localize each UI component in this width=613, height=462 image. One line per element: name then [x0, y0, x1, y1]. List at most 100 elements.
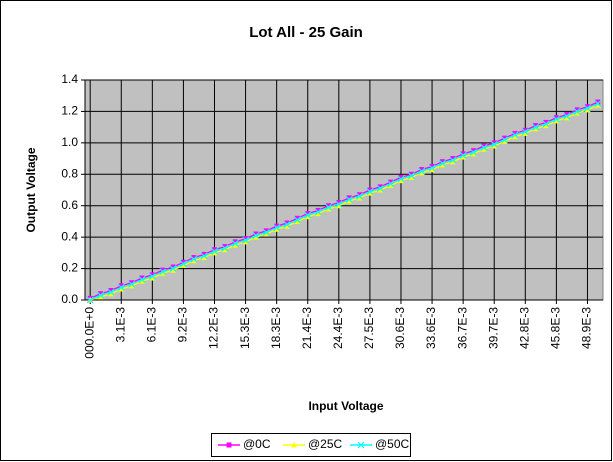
marker	[543, 119, 549, 125]
x-tick-label: 18.3E-3	[269, 307, 283, 349]
marker	[211, 249, 218, 256]
marker	[407, 172, 415, 180]
marker	[263, 231, 270, 237]
x-tick-label: 39.7E-3	[486, 307, 500, 349]
marker	[553, 115, 559, 121]
marker	[262, 229, 270, 236]
marker	[159, 270, 166, 276]
marker	[169, 265, 177, 272]
marker	[563, 112, 571, 120]
marker	[148, 273, 156, 280]
marker	[86, 296, 94, 304]
marker	[170, 264, 176, 270]
x-tick-label: 6.1E-3	[145, 307, 159, 343]
chart-title: Lot All - 25 Gain	[249, 24, 363, 41]
marker	[108, 288, 114, 294]
y-tick-label: 1.4	[61, 72, 78, 86]
marker	[346, 195, 352, 201]
marker	[253, 231, 259, 237]
y-tick-label: 0.6	[61, 198, 78, 212]
marker	[377, 187, 384, 193]
marker	[190, 255, 198, 263]
marker	[471, 148, 476, 154]
x-tick-label: 3.1E-3	[113, 307, 127, 343]
marker	[304, 213, 311, 220]
marker	[294, 215, 300, 221]
marker	[263, 228, 269, 234]
y-tick-label: 0.4	[61, 229, 78, 243]
marker	[532, 125, 539, 132]
marker	[460, 151, 466, 157]
marker	[367, 187, 373, 193]
marker	[226, 442, 232, 448]
x-tick-label: 9.2E-3	[176, 307, 190, 343]
marker	[325, 203, 332, 211]
marker	[398, 174, 404, 180]
marker	[325, 203, 331, 209]
marker	[490, 141, 498, 148]
marker	[459, 152, 467, 159]
marker	[191, 255, 197, 261]
x-axis-label: Input Voltage	[308, 399, 383, 413]
marker	[511, 133, 518, 140]
x-tick-label: 15.3E-3	[238, 307, 252, 349]
marker	[584, 104, 590, 110]
x-tick-label: 24.4E-3	[331, 307, 345, 349]
marker	[305, 211, 311, 217]
y-tick-label: 1.2	[61, 104, 78, 118]
y-tick-label: 0.0	[61, 292, 78, 306]
marker	[450, 156, 456, 162]
marker	[573, 108, 581, 115]
marker	[542, 120, 550, 128]
marker	[376, 185, 384, 192]
marker	[291, 442, 297, 448]
y-tick-label: 1.0	[61, 135, 78, 149]
marker	[521, 128, 529, 136]
marker	[242, 236, 250, 244]
x-tick-label: 45.8E-3	[549, 307, 563, 349]
marker	[335, 200, 343, 208]
marker	[366, 190, 373, 196]
x-tick-label: 42.8E-3	[517, 307, 531, 349]
marker	[252, 232, 260, 239]
x-tick-label: 21.4E-3	[300, 307, 314, 349]
marker	[252, 234, 259, 240]
marker	[418, 169, 425, 176]
marker	[574, 107, 580, 113]
marker	[242, 238, 249, 245]
marker	[180, 259, 186, 265]
x-tick-label: 000.0E+0	[82, 307, 96, 359]
marker	[397, 175, 405, 183]
y-tick-label: 0.2	[61, 261, 78, 275]
marker	[325, 205, 332, 212]
marker	[315, 207, 321, 213]
marker	[511, 131, 519, 139]
marker	[470, 148, 477, 156]
marker	[107, 290, 114, 297]
marker	[243, 236, 249, 242]
marker	[356, 194, 363, 201]
x-tick-label: 30.6E-3	[393, 307, 407, 349]
marker	[293, 216, 301, 224]
marker	[304, 211, 312, 219]
marker	[180, 262, 187, 268]
y-axis-label: Output Voltage	[24, 147, 38, 232]
marker	[346, 198, 353, 204]
legend-box	[211, 433, 411, 457]
x-tick-label: 48.9E-3	[580, 307, 594, 349]
marker	[107, 288, 115, 296]
x-tick-label: 33.6E-3	[424, 307, 438, 349]
marker	[149, 275, 156, 281]
marker	[595, 99, 601, 105]
marker	[159, 268, 167, 276]
marker	[584, 104, 591, 112]
marker	[584, 106, 591, 113]
marker	[387, 180, 395, 188]
marker	[222, 244, 228, 250]
marker	[460, 154, 467, 160]
x-tick-label: 36.7E-3	[455, 307, 469, 349]
marker	[594, 102, 601, 108]
marker	[170, 267, 177, 273]
marker	[138, 278, 145, 284]
x-tick-label: 27.5E-3	[362, 307, 376, 349]
